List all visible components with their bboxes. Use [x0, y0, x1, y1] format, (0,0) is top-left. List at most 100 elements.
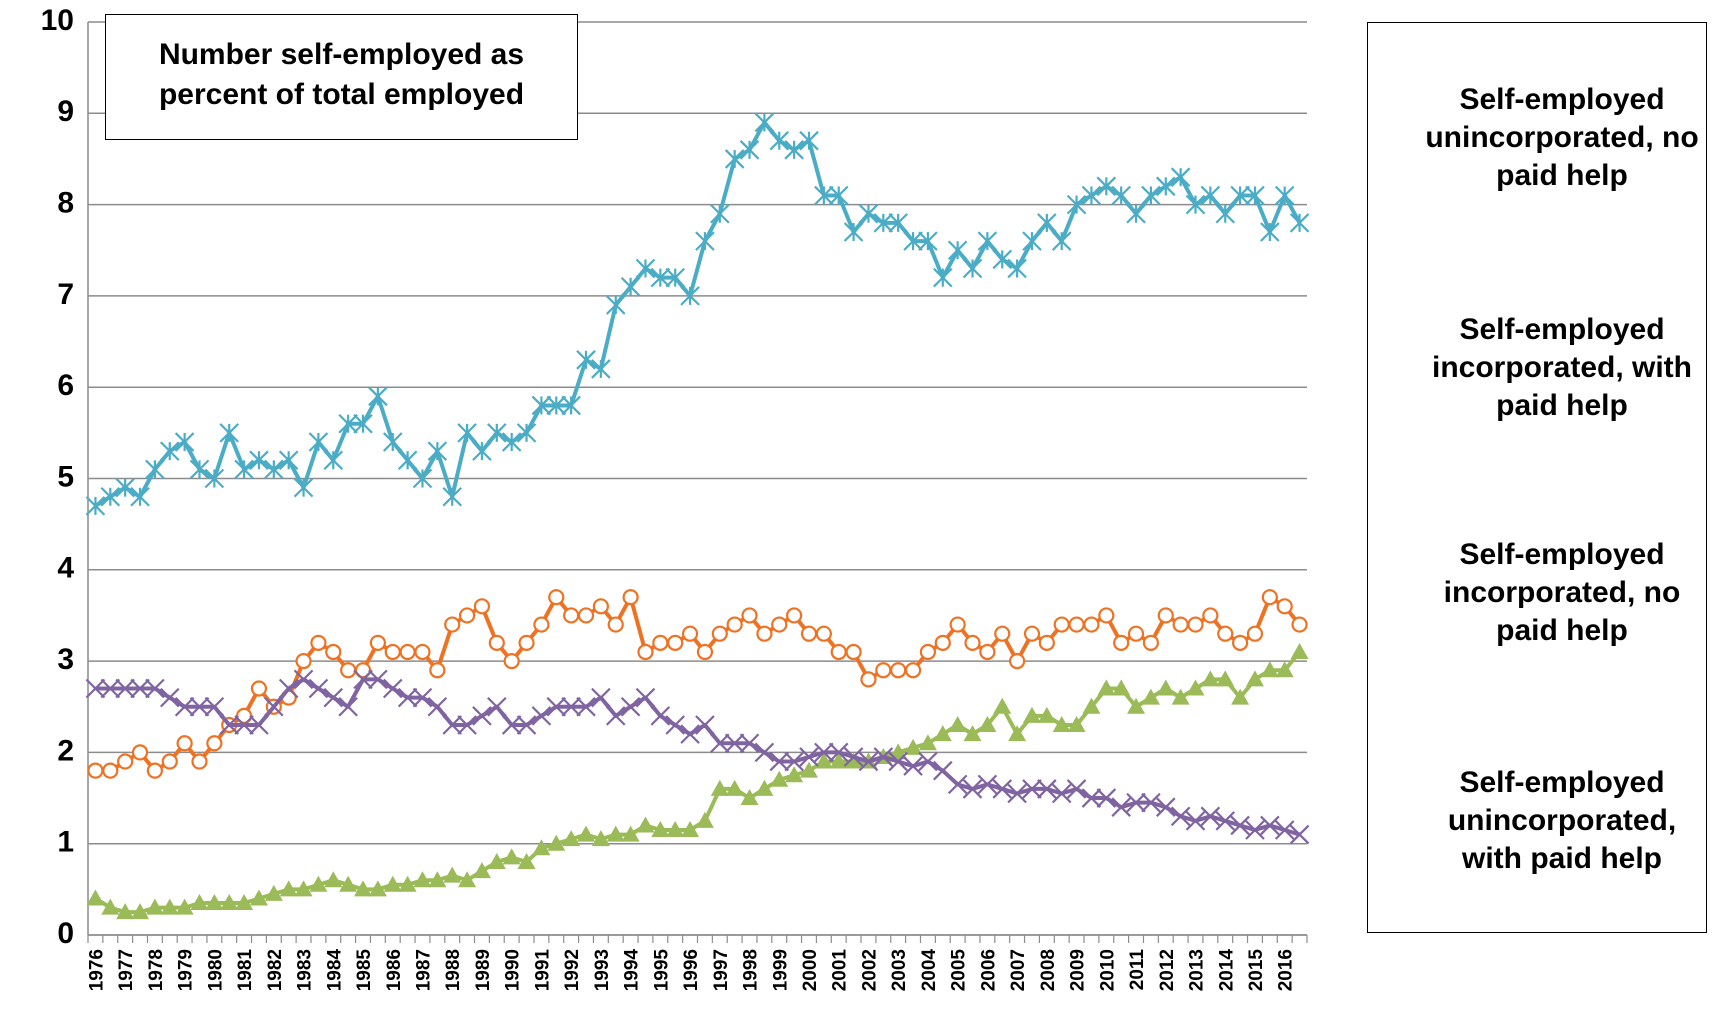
marker	[442, 486, 462, 507]
marker-shape	[1202, 607, 1219, 624]
marker	[279, 880, 298, 897]
marker-stroke	[591, 687, 611, 708]
marker	[264, 696, 284, 717]
marker-stroke	[174, 696, 195, 717]
x-tick-label: 2000	[800, 949, 821, 991]
marker	[130, 678, 150, 699]
marker-shape	[1157, 607, 1174, 624]
marker-stroke	[159, 687, 180, 708]
marker-shape	[666, 821, 685, 838]
marker-stroke	[368, 669, 388, 690]
marker-shape	[310, 634, 327, 651]
marker	[1216, 670, 1235, 687]
marker	[651, 821, 670, 838]
marker	[1260, 661, 1279, 678]
marker	[159, 687, 180, 708]
x-tick-label: 1976	[86, 949, 107, 991]
marker	[1113, 634, 1130, 651]
marker-stroke	[947, 774, 968, 795]
marker	[428, 871, 447, 888]
marker	[295, 652, 312, 670]
marker	[563, 607, 580, 624]
marker-stroke	[189, 696, 210, 717]
marker-stroke	[1111, 797, 1131, 817]
marker	[1098, 607, 1115, 624]
marker	[204, 696, 225, 717]
marker	[1170, 806, 1191, 827]
marker	[457, 715, 477, 735]
marker	[86, 889, 105, 906]
marker	[310, 634, 327, 651]
y-tick-label: 2	[57, 734, 74, 767]
marker	[442, 715, 462, 735]
marker	[278, 678, 299, 699]
marker-shape	[250, 680, 268, 697]
x-tick-label: 2012	[1157, 949, 1178, 991]
marker-shape	[399, 643, 416, 661]
marker-shape	[577, 825, 596, 842]
marker	[145, 459, 165, 480]
marker	[1022, 231, 1042, 251]
marker	[1022, 779, 1042, 799]
marker-shape	[875, 662, 892, 679]
marker	[681, 821, 700, 838]
marker	[1127, 697, 1146, 714]
marker-stroke	[784, 751, 804, 772]
marker	[800, 625, 818, 642]
marker-shape	[339, 875, 358, 892]
marker	[190, 894, 209, 911]
marker	[979, 643, 996, 661]
marker	[1038, 634, 1055, 651]
marker	[814, 185, 834, 206]
marker	[769, 130, 790, 151]
marker-shape	[770, 770, 789, 787]
marker	[652, 634, 669, 651]
marker	[382, 678, 403, 699]
marker-shape	[1276, 598, 1293, 615]
marker	[695, 231, 715, 251]
marker-shape	[755, 779, 774, 796]
marker	[159, 441, 180, 461]
marker-stroke	[576, 696, 596, 717]
marker	[786, 607, 803, 624]
marker	[650, 706, 671, 726]
marker-shape	[904, 662, 922, 679]
marker-shape	[249, 889, 268, 906]
marker	[116, 903, 135, 920]
marker	[576, 696, 596, 717]
marker	[458, 871, 477, 888]
marker	[531, 395, 552, 416]
marker-stroke	[85, 678, 106, 699]
marker-shape	[518, 634, 535, 651]
marker	[829, 752, 848, 769]
marker	[339, 875, 358, 892]
marker-stroke	[1037, 779, 1057, 799]
marker-shape	[1216, 670, 1235, 687]
marker	[368, 880, 387, 897]
x-tick-label: 2015	[1246, 949, 1267, 992]
marker-shape	[205, 894, 224, 911]
y-tick-label: 9	[57, 95, 74, 128]
marker-shape	[309, 875, 328, 892]
marker	[1096, 788, 1117, 808]
marker	[1170, 167, 1191, 187]
marker-shape	[786, 607, 803, 624]
marker	[785, 766, 804, 783]
marker-shape	[458, 607, 476, 624]
marker-shape	[563, 607, 580, 624]
marker-shape	[695, 811, 714, 828]
marker-shape	[131, 744, 149, 761]
marker	[1289, 824, 1310, 845]
marker	[1096, 176, 1117, 197]
marker-shape	[591, 830, 610, 847]
marker	[399, 643, 416, 661]
marker	[741, 607, 758, 624]
marker	[531, 706, 552, 726]
marker-shape	[294, 880, 313, 897]
marker	[160, 898, 179, 915]
marker-shape	[622, 589, 639, 606]
marker	[904, 662, 922, 679]
marker	[1290, 642, 1309, 659]
marker-shape	[1053, 616, 1070, 633]
marker-shape	[176, 735, 193, 752]
